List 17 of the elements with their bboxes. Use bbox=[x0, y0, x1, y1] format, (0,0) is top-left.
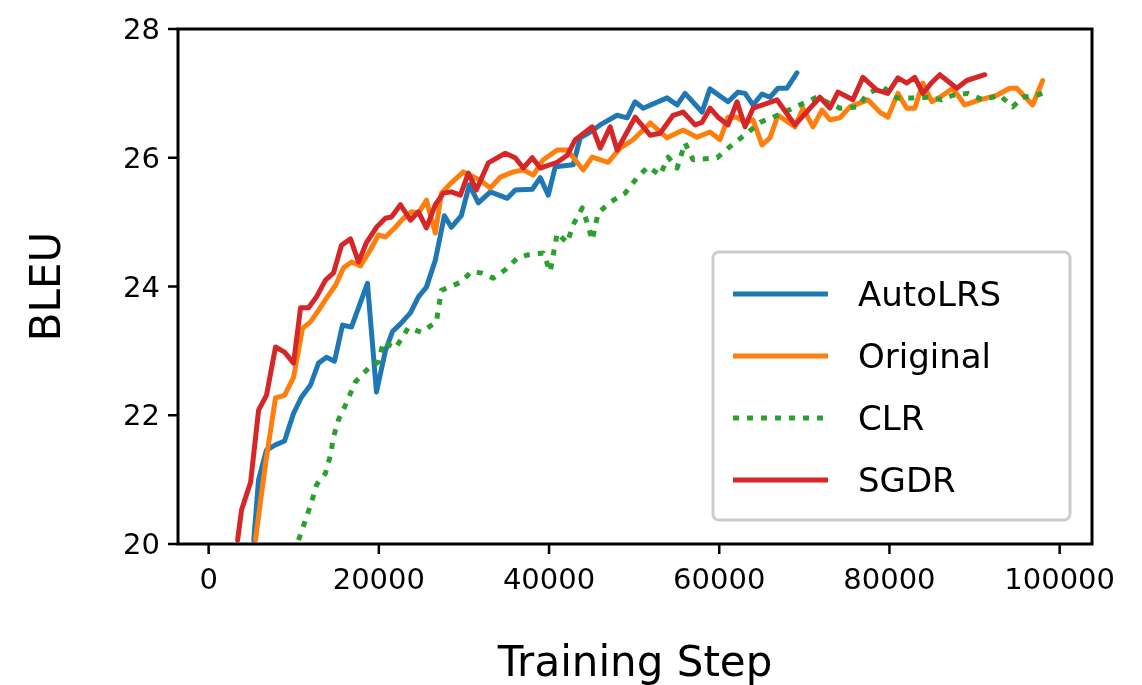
x-tick-label: 20000 bbox=[332, 562, 425, 596]
y-tick-label: 28 bbox=[123, 12, 160, 47]
y-tick-label: 24 bbox=[123, 269, 160, 304]
legend-label: Original bbox=[858, 335, 992, 376]
x-tick-label: 60000 bbox=[673, 562, 766, 596]
x-tick-label: 40000 bbox=[502, 562, 596, 596]
x-axis-title: Training Step bbox=[496, 637, 773, 685]
y-tick-label: 26 bbox=[123, 140, 160, 175]
legend-label: CLR bbox=[858, 397, 925, 438]
y-axis-title: BLEU bbox=[21, 231, 70, 342]
x-tick-label: 100000 bbox=[1004, 562, 1116, 596]
x-tick-label: 0 bbox=[199, 562, 218, 596]
x-tick-label: 80000 bbox=[843, 562, 936, 596]
y-tick-label: 20 bbox=[123, 527, 160, 562]
y-tick-label: 22 bbox=[123, 398, 160, 433]
legend-label: AutoLRS bbox=[858, 273, 1002, 314]
legend-label: SGDR bbox=[858, 459, 956, 500]
